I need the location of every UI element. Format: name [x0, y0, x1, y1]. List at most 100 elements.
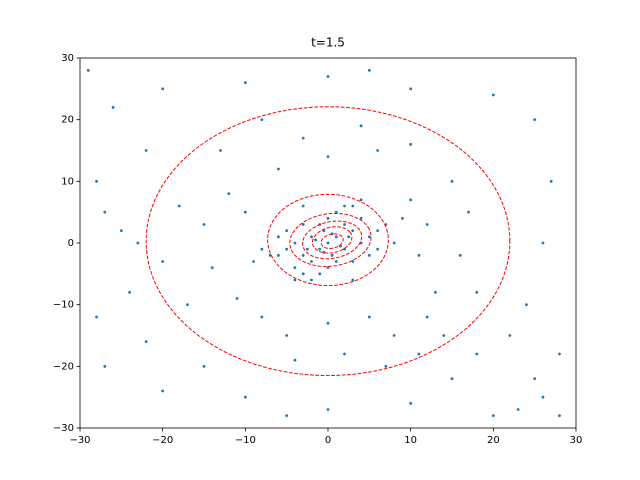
point	[161, 87, 165, 91]
x-tick-label: 30	[570, 435, 583, 446]
point	[227, 192, 231, 196]
y-tick-label: 0	[68, 238, 74, 249]
point	[210, 266, 214, 270]
point	[347, 235, 351, 239]
y-tick-label: 20	[61, 115, 74, 126]
point	[475, 352, 479, 356]
point	[301, 136, 305, 140]
point	[301, 253, 305, 257]
point	[359, 216, 363, 220]
point	[425, 315, 429, 319]
point	[326, 241, 330, 245]
point	[202, 364, 206, 368]
point	[541, 241, 545, 245]
point	[516, 408, 520, 411]
point	[310, 235, 313, 239]
ellipse-contour	[145, 106, 511, 377]
point	[144, 149, 148, 152]
point	[351, 204, 355, 208]
point	[417, 352, 421, 356]
chart-title: t=1.5	[311, 36, 345, 50]
point	[409, 198, 413, 202]
point	[508, 334, 512, 337]
point	[343, 223, 346, 226]
point	[128, 290, 132, 294]
point	[425, 223, 429, 226]
point	[86, 68, 90, 72]
point	[376, 247, 379, 251]
point	[293, 266, 297, 270]
point	[442, 334, 446, 337]
point	[326, 216, 330, 220]
point	[285, 247, 289, 251]
point	[293, 358, 297, 362]
ellipse-contour	[311, 226, 353, 254]
point	[301, 272, 305, 276]
point	[367, 235, 371, 239]
point	[293, 241, 297, 245]
point	[334, 210, 338, 214]
point	[417, 253, 421, 257]
point	[326, 321, 330, 325]
point	[95, 315, 98, 319]
point	[541, 395, 545, 399]
point	[285, 334, 289, 337]
x-tick-label: 20	[487, 435, 500, 446]
ellipse-contour	[289, 212, 372, 267]
point	[401, 216, 404, 220]
point	[301, 223, 305, 226]
point	[450, 377, 454, 381]
point	[330, 253, 334, 257]
point	[260, 315, 264, 319]
x-tick-label: 10	[404, 435, 417, 446]
point	[326, 266, 330, 270]
point	[434, 290, 437, 294]
point	[277, 253, 280, 257]
point	[351, 278, 355, 282]
y-tick-label: 30	[61, 53, 74, 64]
x-tick-label: −10	[235, 435, 256, 446]
point	[326, 155, 330, 159]
point	[367, 253, 371, 257]
point	[343, 204, 346, 208]
point	[293, 278, 297, 282]
point	[243, 210, 247, 214]
ellipse-contour	[320, 233, 344, 249]
point	[409, 142, 413, 146]
point	[367, 315, 371, 319]
point	[95, 179, 98, 183]
point	[376, 149, 379, 152]
point	[243, 395, 247, 399]
point	[310, 278, 313, 282]
point	[558, 414, 561, 418]
point	[334, 260, 338, 263]
point	[491, 414, 495, 418]
point	[177, 204, 181, 208]
point	[103, 210, 107, 214]
point	[285, 414, 289, 418]
point	[367, 68, 371, 72]
point	[409, 87, 413, 91]
point	[384, 364, 388, 368]
y-tick-label: −20	[53, 361, 74, 372]
point	[285, 229, 289, 233]
point	[305, 247, 309, 251]
point	[310, 260, 313, 263]
point	[458, 253, 462, 257]
point	[318, 247, 322, 251]
point	[103, 364, 107, 368]
point	[301, 204, 305, 208]
point	[277, 167, 280, 171]
point	[326, 75, 330, 78]
point	[318, 272, 322, 276]
point	[549, 179, 553, 183]
point	[277, 235, 280, 239]
point	[186, 303, 189, 307]
point	[260, 247, 264, 251]
point	[268, 253, 272, 257]
point	[491, 93, 495, 97]
point	[392, 334, 396, 337]
point	[376, 229, 379, 233]
point	[533, 377, 537, 381]
x-tick-label: −30	[69, 435, 90, 446]
